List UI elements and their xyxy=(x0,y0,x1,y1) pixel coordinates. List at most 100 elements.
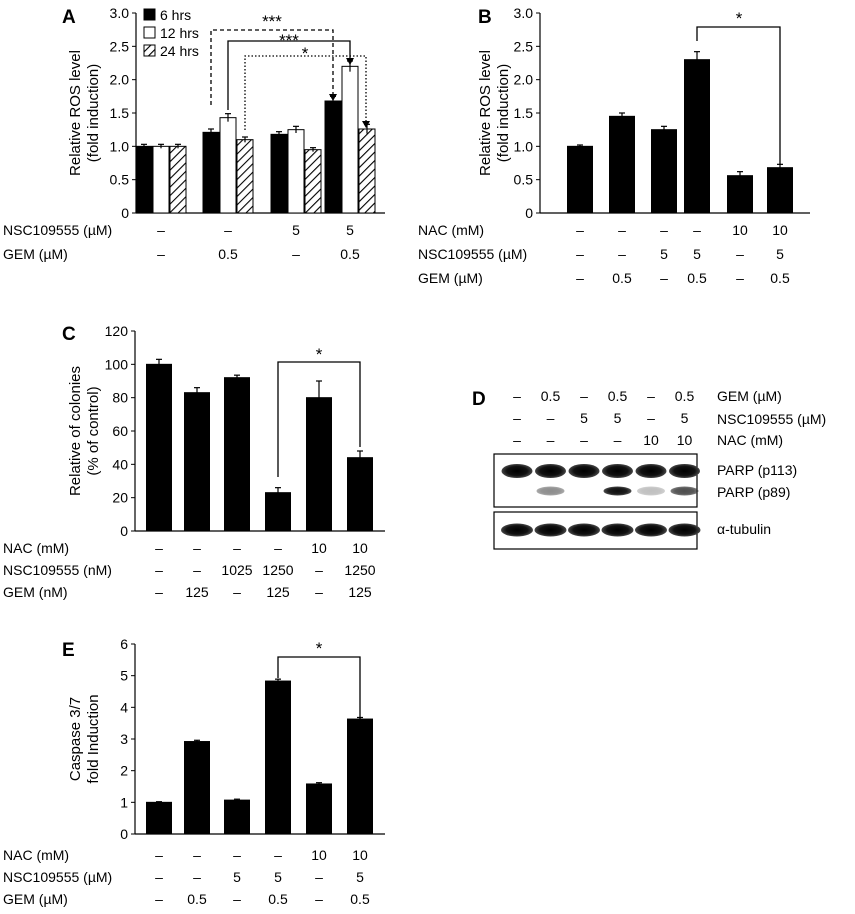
bar-a xyxy=(287,129,305,214)
condition-value-e: 10 xyxy=(311,847,327,863)
y-axis-label-e: fold Induction xyxy=(85,694,102,783)
condition-value-e: – xyxy=(193,869,201,885)
panel-letter-b: B xyxy=(478,7,492,28)
bar-b xyxy=(567,145,593,214)
band-tubulin xyxy=(601,523,634,537)
bar-b xyxy=(651,129,677,214)
bar-b xyxy=(684,59,710,214)
bar-a xyxy=(202,131,220,214)
legend-swatch-12hrs xyxy=(143,26,156,39)
panel-letter-a: A xyxy=(62,7,76,28)
band-parp-p113 xyxy=(602,464,633,478)
condition-label-c: NSC109555 (nM) xyxy=(3,562,112,578)
y-tick-label-c: 60 xyxy=(112,423,128,439)
bar-c xyxy=(224,377,250,532)
bar-a xyxy=(270,133,288,214)
bar-c xyxy=(146,363,172,532)
condition-value-c: – xyxy=(193,562,201,578)
condition-value-b: 0.5 xyxy=(770,270,790,286)
y-tick-label-c: 20 xyxy=(112,490,128,506)
sig-a-6hrs: *** xyxy=(262,12,282,31)
condition-value-c: – xyxy=(233,540,241,556)
legend-label-6hrs: 6 hrs xyxy=(160,7,191,23)
y-tick-label-b: 1.5 xyxy=(514,105,534,121)
sig-b: * xyxy=(736,9,743,28)
condition-value-c: – xyxy=(315,584,323,600)
y-tick-label-a: 3.0 xyxy=(110,5,130,21)
y-tick-label-e: 0 xyxy=(120,826,128,842)
band-label-parp-p113: PARP (p113) xyxy=(717,462,797,478)
legend-label-24hrs: 24 hrs xyxy=(160,43,199,59)
condition-value-b: – xyxy=(660,222,668,238)
condition-value-c: 10 xyxy=(311,540,327,556)
band-parp-p113 xyxy=(568,464,600,478)
condition-value-c: – xyxy=(274,540,282,556)
condition-value-a: 0.5 xyxy=(340,246,360,262)
blot-condition-value: – xyxy=(513,432,521,448)
y-axis-label-a: (fold induction) xyxy=(85,64,102,162)
blot-parp-box xyxy=(493,453,698,508)
condition-value-b: 5 xyxy=(660,246,668,262)
condition-value-b: 10 xyxy=(772,222,788,238)
condition-value-a: – xyxy=(157,222,165,238)
y-tick-label-c: 100 xyxy=(105,356,129,372)
condition-value-c: – xyxy=(193,540,201,556)
blot-condition-value: – xyxy=(614,432,622,448)
condition-value-b: 0.5 xyxy=(687,270,707,286)
blot-condition-value: – xyxy=(547,410,555,426)
y-axis-label-c: Relative of colonies xyxy=(67,366,84,496)
blot-condition-value: 0.5 xyxy=(608,388,628,404)
bar-e xyxy=(224,799,250,835)
blot-condition-value: – xyxy=(580,432,588,448)
band-parp-p113 xyxy=(535,464,566,478)
blot-condition-value: – xyxy=(647,388,655,404)
condition-value-a: 5 xyxy=(292,222,300,238)
blot-condition-value: 0.5 xyxy=(675,388,695,404)
condition-value-e: 5 xyxy=(274,869,282,885)
condition-value-e: 5 xyxy=(356,869,364,885)
condition-value-b: – xyxy=(576,222,584,238)
condition-value-b: – xyxy=(693,222,701,238)
blot-condition-value: 10 xyxy=(677,432,693,448)
panel-letter-d: D xyxy=(472,389,486,410)
blot-condition-value: 5 xyxy=(614,410,622,426)
band-tubulin xyxy=(534,523,567,537)
y-tick-label-b: 1.0 xyxy=(514,138,534,154)
condition-value-c: – xyxy=(315,562,323,578)
band-label-parp-p89: PARP (p89) xyxy=(717,484,790,500)
band-parp-p89 xyxy=(536,486,565,496)
band-parp-p113 xyxy=(669,464,700,478)
y-tick-label-e: 3 xyxy=(120,731,128,747)
condition-value-e: 0.5 xyxy=(268,891,288,907)
band-parp-p89 xyxy=(603,486,632,496)
sig-c: * xyxy=(316,345,323,364)
bar-e xyxy=(265,680,291,835)
legend-swatch-24hrs xyxy=(143,44,156,57)
y-tick-label-c: 0 xyxy=(120,523,128,539)
y-axis-label-b: Relative ROS level xyxy=(477,50,494,176)
condition-value-e: – xyxy=(155,891,163,907)
y-tick-label-c: 80 xyxy=(112,390,128,406)
y-tick-label-e: 5 xyxy=(120,668,128,684)
sig-a-24hrs: * xyxy=(302,44,309,63)
condition-value-c: – xyxy=(233,584,241,600)
condition-value-c: – xyxy=(155,540,163,556)
bar-a xyxy=(169,145,187,214)
condition-value-a: – xyxy=(224,222,232,238)
y-tick-label-b: 2.5 xyxy=(514,38,534,54)
condition-value-e: – xyxy=(274,847,282,863)
sig-e: * xyxy=(316,639,323,658)
bar-e xyxy=(306,783,332,835)
y-tick-label-e: 2 xyxy=(120,763,128,779)
condition-value-e: 0.5 xyxy=(187,891,207,907)
condition-label-b: GEM (µM) xyxy=(418,270,483,286)
bar-a xyxy=(324,100,342,214)
condition-value-e: – xyxy=(233,891,241,907)
condition-value-c: 1250 xyxy=(262,562,293,578)
y-tick-label-a: 2.5 xyxy=(110,38,130,54)
y-axis-label-c: (% of control) xyxy=(85,386,102,475)
blot-row-label-nsc: NSC109555 (µM) xyxy=(717,411,826,427)
blot-row-label-nac: NAC (mM) xyxy=(717,432,783,448)
blot-condition-value: 0.5 xyxy=(541,388,561,404)
y-tick-label-c: 120 xyxy=(105,323,129,339)
